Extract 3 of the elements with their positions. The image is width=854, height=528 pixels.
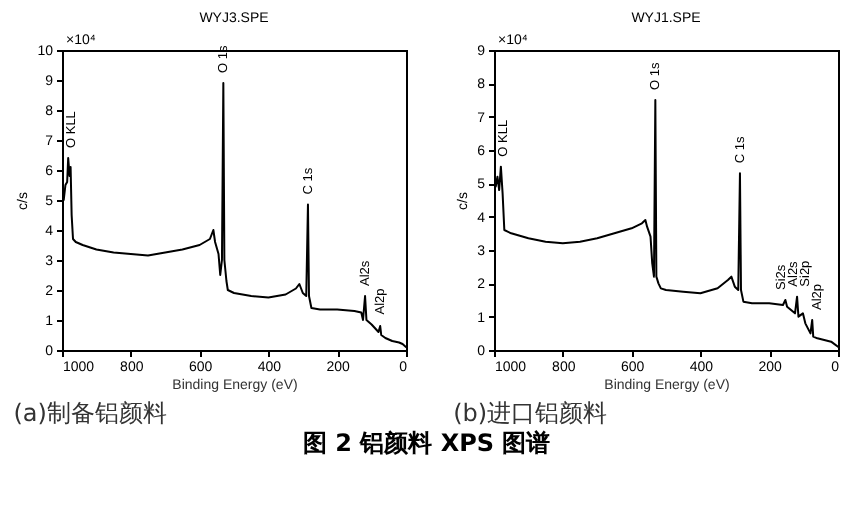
caption: 图 2 铝颜料 XPS 图谱 (302, 429, 551, 457)
text: (b)进口铝颜料 (453, 399, 608, 427)
text: (a)制备铝颜料 (13, 399, 167, 427)
